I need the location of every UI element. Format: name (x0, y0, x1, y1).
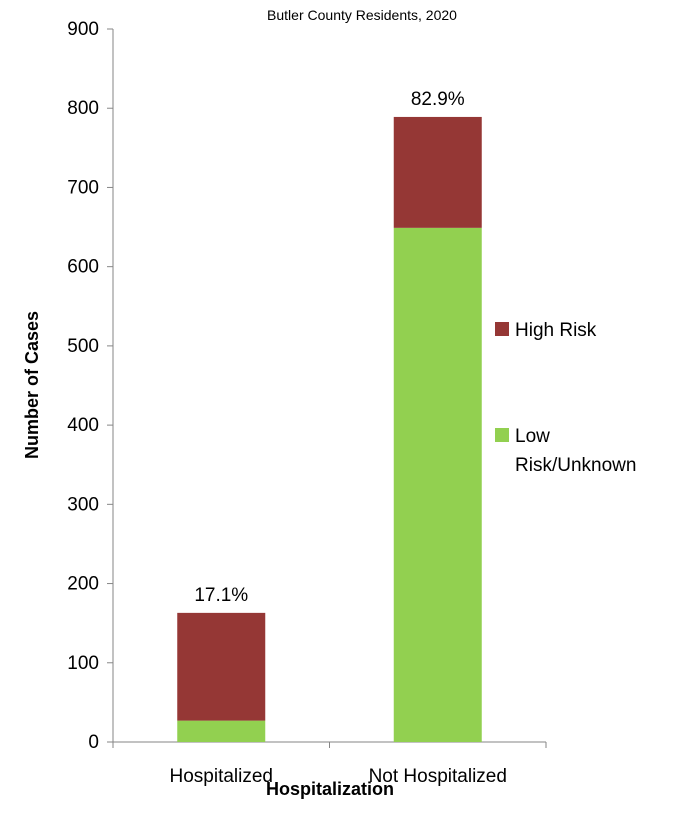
bar-percent-label: 82.9% (411, 89, 465, 110)
legend-swatch (495, 428, 509, 442)
y-tick-label: 200 (67, 574, 99, 595)
bar-segment-low-risk-unknown (177, 720, 266, 742)
legend: High Risk Low Risk/Unknown (495, 320, 636, 476)
y-tick-label: 300 (67, 494, 99, 515)
y-axis-title: Number of Cases (22, 311, 42, 459)
bar-segment-low-risk-unknown (393, 227, 482, 742)
y-tick-label: 800 (67, 98, 99, 119)
y-tick-label: 600 (67, 257, 99, 278)
y-tick-label: 700 (67, 177, 99, 198)
bar-percent-label: 17.1% (194, 585, 248, 606)
x-category-label: Not Hospitalized (369, 766, 507, 787)
chart-title: Butler County Residents, 2020 (267, 7, 457, 23)
x-category-label: Hospitalized (170, 766, 274, 787)
bar-segment-high-risk (393, 116, 482, 228)
bar-segment-high-risk (177, 612, 266, 721)
legend-label: Low (515, 426, 550, 447)
y-tick-label: 900 (67, 19, 99, 40)
y-tick-label: 500 (67, 336, 99, 357)
legend-label: Risk/Unknown (515, 455, 636, 476)
legend-label: High Risk (515, 320, 597, 341)
y-tick-label: 0 (88, 732, 99, 753)
x-axis-title: Hospitalization (266, 779, 394, 799)
y-tick-label: 400 (67, 415, 99, 436)
plot-area: 0 100 200 300 400 500 600 700 800 900 17.1% Hospita… (67, 19, 547, 787)
legend-swatch (495, 322, 509, 336)
y-tick-label: 100 (67, 653, 99, 674)
